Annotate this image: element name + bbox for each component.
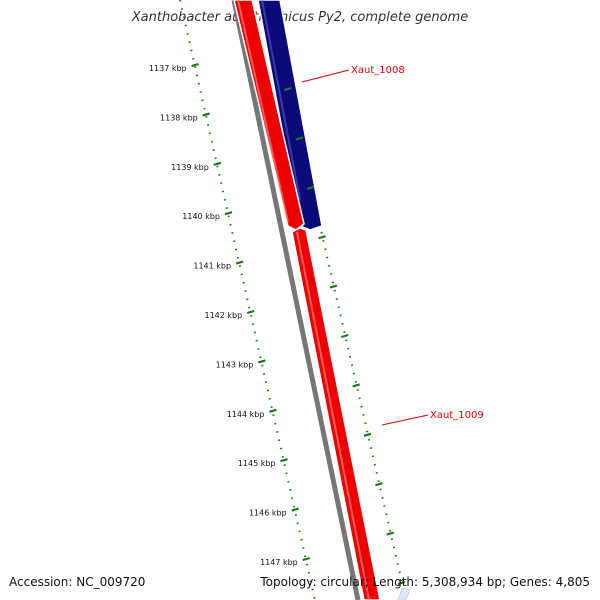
kbp-tick-mark	[280, 458, 288, 463]
kbp-tick-mark	[224, 211, 233, 216]
outer-tick-mark	[352, 383, 360, 388]
leader-xaut-1008	[301, 69, 350, 83]
kbp-tick-label: 1143 kbp	[216, 360, 254, 369]
outer-tick-mark	[340, 333, 349, 339]
kbp-tick-mark	[258, 359, 266, 364]
outer-tick-mark	[329, 284, 338, 289]
outer-tick-mark	[306, 185, 315, 190]
kbp-tick-mark	[202, 112, 211, 117]
genome-summary: Topology: circular; Length: 5,308,934 bp…	[260, 575, 590, 589]
outer-tick-mark	[295, 136, 304, 141]
kbp-tick-mark	[213, 161, 222, 166]
kbp-tick-label: 1147 kbp	[260, 558, 298, 567]
outer-tick-mark	[318, 235, 326, 240]
kbp-ticks: 1137 kbp 1138 kbp 1139 kbp 1140 kbp 1141 kbp…	[149, 62, 406, 586]
gene-label-xaut-1008[interactable]: Xaut_1008	[351, 65, 405, 76]
accession-text: Accession: NC_009720	[9, 575, 146, 589]
kbp-tick-mark	[191, 62, 199, 68]
kbp-tick-mark	[235, 260, 244, 265]
gene-upper-red	[233, 0, 305, 231]
kbp-tick-label: 1144 kbp	[227, 410, 265, 419]
kbp-tick-label: 1146 kbp	[249, 509, 287, 518]
kbp-tick-label: 1141 kbp	[193, 262, 231, 271]
outer-tick-mark	[375, 482, 383, 487]
outer-tick-mark	[284, 86, 292, 92]
kbp-tick-label: 1138 kbp	[160, 113, 198, 122]
kbp-tick-label: 1140 kbp	[182, 212, 220, 221]
outer-tick-mark	[397, 580, 406, 586]
kbp-tick-mark	[246, 309, 255, 315]
gene-xaut-1009[interactable]	[291, 227, 381, 600]
kbp-tick-mark	[302, 556, 311, 562]
gene-label-xaut-1009[interactable]: Xaut_1009	[430, 410, 484, 421]
genome-title: Xanthobacter autotrophicus Py2, complete…	[131, 10, 469, 25]
kbp-tick-label: 1139 kbp	[171, 163, 209, 172]
genome-backbone	[231, 0, 361, 600]
kbp-tick-label: 1142 kbp	[204, 311, 242, 320]
outer-tick-mark	[386, 531, 395, 536]
kbp-tick-mark	[291, 507, 299, 512]
next-feature	[397, 587, 411, 600]
kbp-tick-label: 1145 kbp	[238, 459, 276, 468]
leader-xaut-1009	[381, 414, 429, 426]
kbp-tick-label: 1137 kbp	[149, 64, 187, 73]
inner-tick-track	[179, 0, 316, 600]
kbp-tick-mark	[269, 408, 277, 413]
outer-tick-mark	[363, 432, 372, 437]
